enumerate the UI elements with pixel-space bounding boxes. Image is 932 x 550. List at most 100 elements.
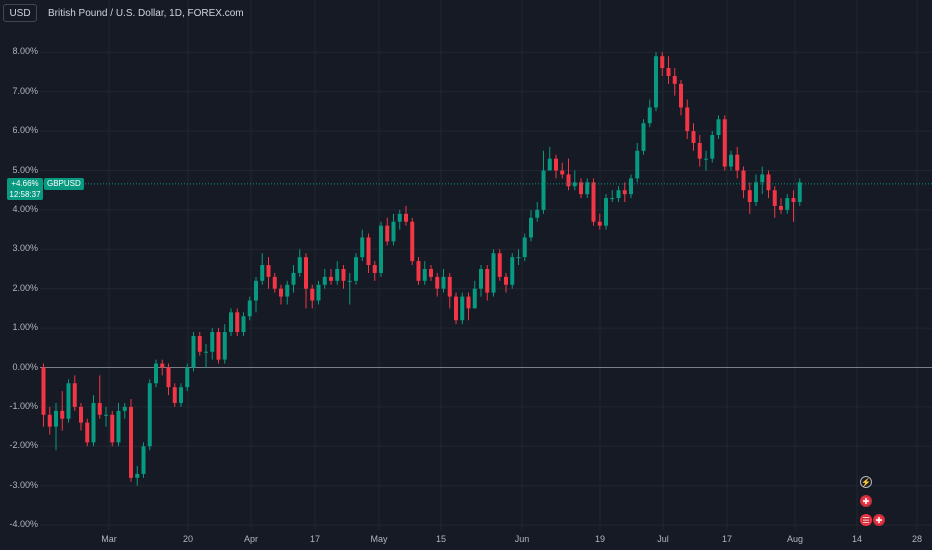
candle [385,217,390,246]
price-tick-label: 3.00% [12,243,38,254]
candle [179,383,183,407]
candle [797,178,802,206]
candle [516,249,521,266]
candle-body [247,300,252,317]
candle-body [341,269,346,281]
uk-flag-event-icon-2[interactable]: ✚ [873,514,885,526]
candle-body [491,253,496,293]
candle-body [372,265,377,273]
candle-body [672,75,677,84]
candle-body [466,296,471,309]
candle [97,375,102,419]
candle [210,328,215,360]
lightning-event-icon[interactable]: ⚡ [860,476,872,488]
candle-body [116,410,121,443]
candle-body [547,158,552,171]
time-tick-label: 15 [435,534,447,544]
time-tick-label: 17 [721,534,733,544]
currency-button[interactable]: USD [3,4,37,22]
candle-body [160,363,165,368]
candle-body [404,213,408,222]
candle [479,265,483,297]
candle [197,332,202,356]
candle-body [472,288,477,309]
candle-body [447,276,452,297]
current-change: +4.66% [11,179,39,188]
candle-body [722,119,727,167]
candle [391,213,396,246]
candle [741,166,746,199]
candle-body [760,174,765,183]
price-tick-label: 5.00% [12,164,38,175]
candle-body [535,209,540,218]
candle-body [635,150,640,179]
candle [60,391,65,431]
candle-body [335,269,340,281]
uk-flag-event-icon[interactable]: ✚ [860,495,872,507]
candle [666,56,671,84]
candle-body [179,387,183,403]
candle [204,343,208,368]
grid [40,0,932,530]
candle-body [185,367,190,388]
candle-body [79,406,83,423]
candle-body [66,383,71,419]
candle [735,146,740,179]
candle [579,178,583,199]
candle [760,166,765,195]
candle [360,229,365,262]
candle-body [97,402,102,415]
candle [522,233,527,262]
candle [704,150,708,171]
candle-body [329,276,333,281]
candle [729,150,733,171]
candle-body [679,83,683,108]
candle [54,402,58,451]
candle-body [322,276,327,285]
candle [254,276,258,313]
candle-body [616,190,621,199]
candle-body [647,107,652,124]
candle-body [741,170,746,191]
candle-body [60,410,65,419]
candle [716,115,721,139]
candle-body [429,269,433,277]
candle [72,375,77,411]
candle-body [141,446,146,474]
candle [460,292,465,325]
candle-body [154,363,158,384]
candle [104,406,108,427]
candle [260,253,265,285]
candle [91,395,96,447]
price-tick-label: 7.00% [12,85,38,96]
price-tick-label: 0.00% [12,361,38,372]
candle-body [391,221,396,242]
bar-countdown: 12:58:37 [9,190,41,199]
candle-body [666,68,671,76]
candle-body [541,170,546,210]
us-flag-event-icon[interactable]: ☰ [860,514,872,526]
candle-body [354,257,358,281]
candle [435,272,440,297]
time-tick-label: Jun [514,534,530,544]
candle [154,359,158,388]
candle [772,186,777,218]
candle-body [585,182,590,195]
candle [747,182,752,214]
candle-body [279,288,283,297]
candle [172,383,177,407]
candle [247,296,252,321]
candle [754,174,758,206]
candle [410,217,415,266]
candle [697,135,702,167]
candle-body [47,414,52,427]
candle [404,205,408,226]
candle [679,79,683,116]
candle-body [85,422,90,443]
candle-body [229,312,233,333]
candle [341,265,346,289]
candle-body [266,265,271,277]
candle-body [754,182,758,203]
